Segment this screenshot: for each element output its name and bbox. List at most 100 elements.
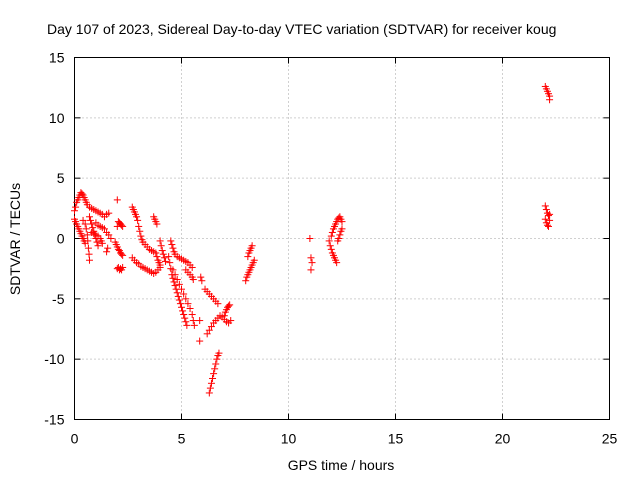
data-point (98, 239, 106, 247)
data-point (119, 251, 127, 259)
data-point (212, 360, 220, 368)
data-point (175, 296, 183, 304)
data-point (244, 253, 252, 261)
data-point (227, 317, 235, 325)
data-point (183, 321, 191, 329)
data-point (85, 256, 93, 264)
data-point (161, 257, 169, 265)
data-point (153, 220, 161, 228)
data-point (79, 216, 87, 224)
data-point (135, 222, 143, 230)
data-point (85, 213, 93, 221)
data-point (173, 276, 181, 284)
data-point (104, 244, 112, 252)
data-point (184, 300, 192, 308)
data-point (242, 277, 250, 285)
data-point (188, 311, 196, 319)
data-point (153, 253, 161, 261)
data-point (209, 374, 217, 382)
data-point (133, 213, 141, 221)
data-point (84, 244, 92, 252)
data-point (178, 285, 185, 293)
x-tick-label: 20 (495, 431, 511, 447)
data-point (81, 220, 89, 228)
data-point (88, 220, 96, 228)
data-point (94, 242, 102, 250)
data-point (196, 317, 204, 325)
data-point (190, 321, 198, 329)
data-point (107, 235, 115, 242)
data-point (152, 249, 160, 257)
y-tick-label: 5 (57, 170, 65, 186)
data-point (541, 202, 549, 210)
data-point (220, 312, 228, 320)
grid-lines (74, 57, 610, 420)
data-point (160, 254, 168, 262)
x-tick-label: 5 (178, 431, 186, 447)
y-tick-label: 10 (49, 110, 65, 126)
data-point (168, 241, 176, 249)
data-point (226, 301, 234, 309)
data-point (175, 280, 183, 288)
x-tick-label: 15 (388, 431, 404, 447)
y-tick-label: -5 (52, 291, 65, 307)
x-tick-label: 25 (602, 431, 618, 447)
data-point (333, 259, 341, 267)
data-point (171, 271, 179, 279)
data-point (308, 259, 316, 267)
data-point (542, 206, 550, 214)
data-point (307, 266, 315, 274)
data-point (137, 232, 145, 240)
y-tick-label: 0 (57, 231, 65, 247)
data-point (156, 237, 164, 245)
data-point (328, 228, 336, 236)
data-point (167, 237, 175, 245)
data-point (225, 302, 233, 310)
data-point (336, 231, 344, 239)
data-point (198, 277, 206, 285)
data-point (134, 216, 142, 224)
data-point (93, 238, 101, 246)
plot-area-frame (74, 57, 610, 420)
data-point (307, 254, 315, 262)
y-tick-label: -10 (44, 351, 64, 367)
data-point (180, 290, 188, 298)
data-point (169, 244, 177, 252)
data-point (545, 212, 553, 220)
data-point (119, 263, 127, 271)
data-point (173, 289, 181, 297)
data-point (338, 225, 346, 233)
data-point (213, 355, 221, 363)
data-point (82, 225, 90, 233)
data-point (214, 300, 222, 308)
data-point (182, 318, 190, 326)
data-point (250, 256, 258, 264)
data-point (171, 282, 179, 290)
data-point (84, 237, 92, 245)
data-point (114, 245, 122, 253)
data-point (78, 190, 86, 198)
data-point (546, 96, 554, 104)
data-point (546, 210, 554, 218)
data-point (118, 221, 126, 229)
data-point (327, 245, 335, 253)
data-point (215, 349, 223, 357)
x-axis-label: GPS time / hours (288, 457, 395, 473)
data-point (338, 218, 346, 226)
data-point (545, 222, 553, 230)
data-point (87, 216, 95, 224)
data-point (85, 250, 93, 258)
data-points (71, 82, 554, 397)
data-point (118, 250, 126, 258)
data-point (136, 227, 144, 235)
x-tick-label: 10 (281, 431, 297, 447)
x-tick-label: 0 (71, 431, 79, 447)
data-point (181, 314, 189, 322)
data-point (180, 311, 188, 319)
data-point (174, 292, 182, 300)
data-point (157, 242, 165, 250)
data-point (207, 379, 215, 387)
data-point (83, 231, 91, 239)
data-point (179, 307, 187, 315)
y-tick-label: 15 (49, 50, 65, 66)
